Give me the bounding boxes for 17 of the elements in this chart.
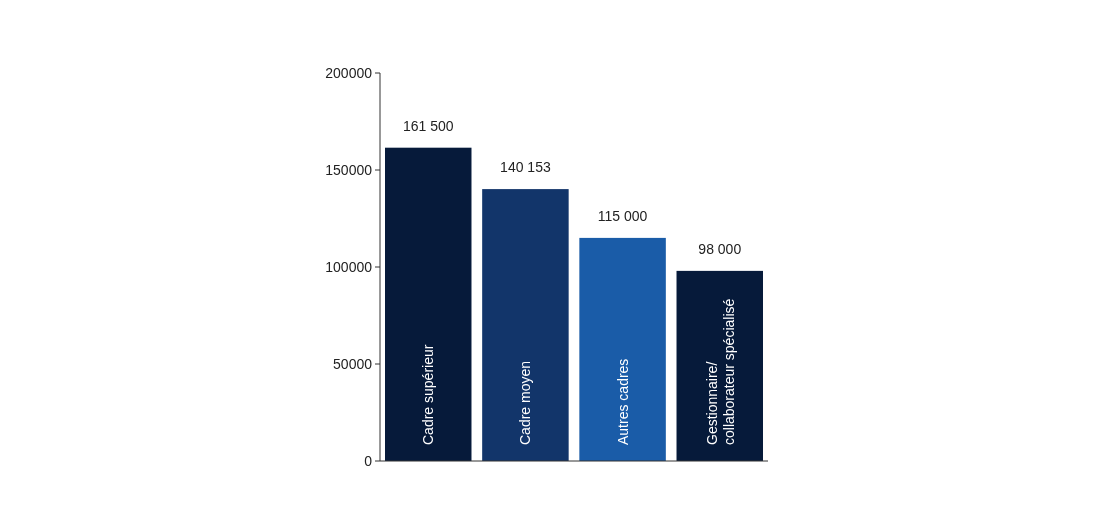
y-tick-label: 50000 — [333, 355, 373, 372]
x-tick-label: Cadre supérieur — [420, 344, 437, 445]
bar — [385, 147, 472, 461]
x-tick-label: Cadre moyen — [517, 360, 534, 445]
data-label: 140 153 — [500, 159, 551, 176]
y-tick-label: 200000 — [325, 64, 373, 81]
data-label: 115 000 — [597, 207, 648, 224]
data-label: 161 500 — [402, 117, 454, 134]
y-tick-label: 0 — [364, 452, 373, 469]
y-tick-label: 100000 — [325, 258, 373, 275]
data-label: 98 000 — [698, 240, 742, 257]
y-tick-label: 150000 — [325, 161, 373, 178]
x-tick-label: Gestionnaire/ collaborateur spécialisé — [703, 298, 737, 445]
bar — [676, 270, 763, 461]
bar — [579, 237, 666, 461]
x-tick-label: Autres cadres — [614, 358, 631, 445]
bar — [482, 189, 569, 461]
